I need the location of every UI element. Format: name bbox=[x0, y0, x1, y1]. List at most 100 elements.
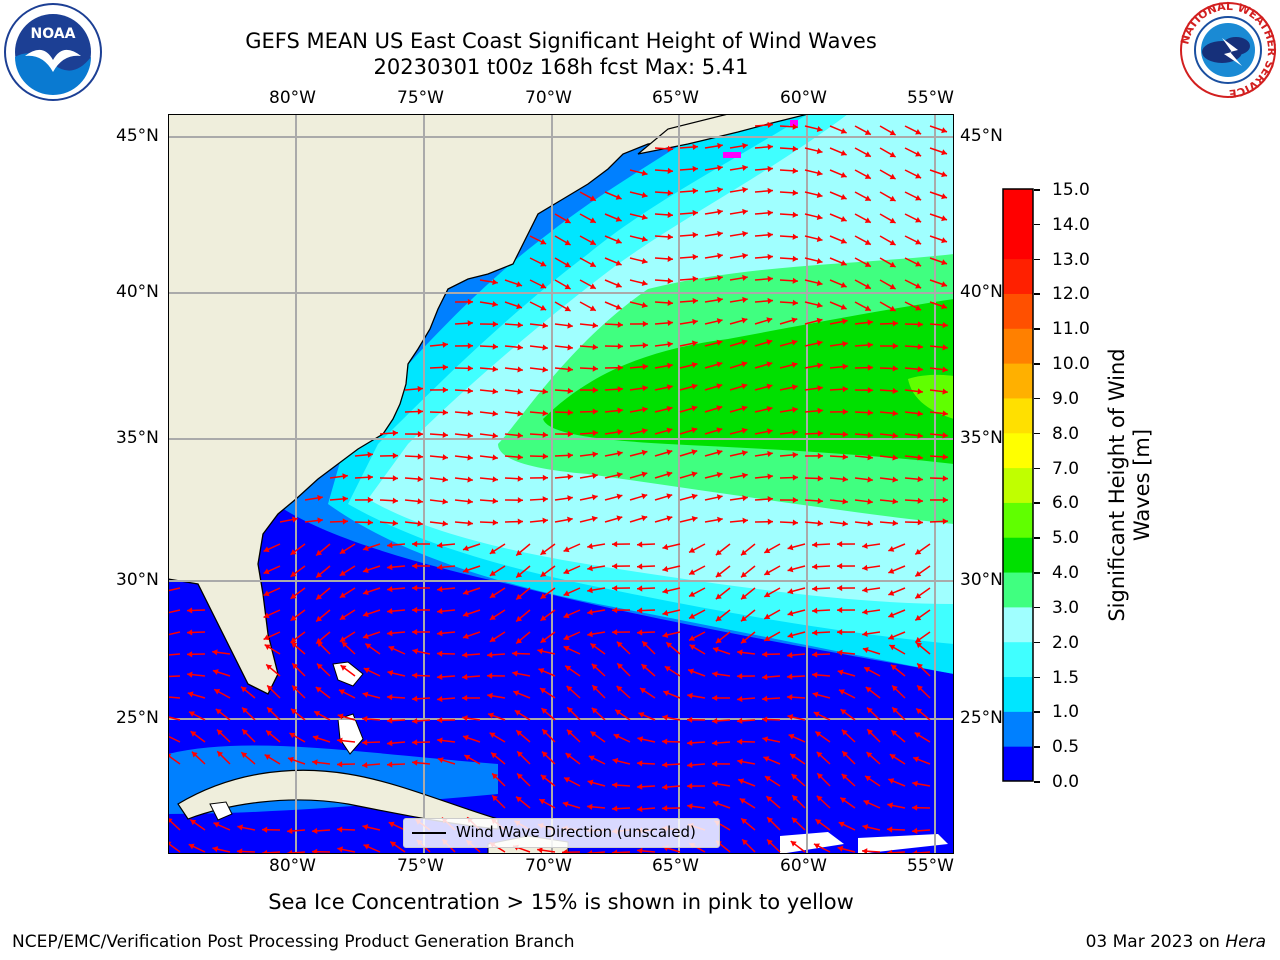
colorbar-segment bbox=[1003, 432, 1033, 469]
wave-direction-arrow bbox=[529, 517, 548, 524]
wave-direction-arrow bbox=[504, 344, 523, 351]
wave-direction-arrow bbox=[854, 301, 872, 312]
wave-direction-arrow bbox=[641, 640, 656, 655]
wave-direction-arrow bbox=[704, 449, 723, 457]
wave-direction-arrow bbox=[636, 629, 656, 636]
wave-direction-arrow bbox=[829, 301, 847, 310]
wave-direction-arrow bbox=[563, 631, 581, 641]
lon-tick-bottom-75: 75°W bbox=[397, 856, 444, 876]
wave-direction-arrow bbox=[411, 628, 431, 636]
wave-direction-arrow bbox=[604, 343, 624, 350]
wave-direction-arrow bbox=[679, 493, 698, 501]
colorbar-segment bbox=[1003, 293, 1033, 329]
wave-direction-arrow bbox=[511, 650, 531, 657]
wave-direction-arrow bbox=[916, 662, 931, 677]
wave-direction-arrow bbox=[704, 516, 723, 523]
wave-direction-arrow bbox=[879, 235, 896, 246]
wave-direction-arrow bbox=[904, 454, 923, 461]
wave-direction-arrow bbox=[363, 843, 381, 853]
wave-direction-arrow bbox=[763, 631, 781, 642]
wave-direction-arrow bbox=[740, 631, 756, 644]
wave-direction-arrow bbox=[740, 543, 756, 556]
wave-direction-arrow bbox=[241, 728, 256, 743]
wave-direction-arrow bbox=[911, 827, 931, 834]
wave-direction-arrow bbox=[336, 826, 356, 833]
wave-direction-arrow bbox=[613, 733, 631, 743]
colorbar-segment bbox=[1003, 328, 1033, 364]
wave-direction-arrow bbox=[554, 516, 573, 523]
colorbar-tick: 12.0 bbox=[1052, 284, 1090, 305]
wave-direction-arrow bbox=[729, 186, 748, 193]
wave-direction-arrow bbox=[829, 318, 848, 325]
wave-direction-arrow bbox=[541, 728, 556, 743]
wave-direction-arrow bbox=[614, 709, 631, 721]
wave-direction-arrow bbox=[804, 147, 823, 155]
wave-direction-arrow bbox=[388, 645, 406, 655]
wave-direction-arrow bbox=[479, 388, 498, 395]
wave-direction-arrow bbox=[715, 587, 731, 600]
wave-direction-arrow bbox=[929, 432, 948, 439]
wave-direction-arrow bbox=[704, 471, 723, 479]
wave-direction-arrow bbox=[829, 498, 848, 505]
wave-direction-arrow bbox=[437, 757, 456, 765]
wave-direction-arrow bbox=[654, 384, 673, 391]
wave-direction-arrow bbox=[654, 493, 673, 501]
wave-direction-arrow bbox=[529, 301, 547, 311]
wave-direction-arrow bbox=[888, 631, 906, 640]
wave-direction-arrow bbox=[462, 565, 481, 574]
wave-direction-arrow bbox=[816, 751, 831, 765]
wave-direction-arrow bbox=[263, 631, 281, 641]
wave-direction-arrow bbox=[404, 520, 423, 527]
wave-direction-arrow bbox=[290, 565, 306, 578]
wave-direction-arrow bbox=[754, 231, 774, 239]
wave-direction-arrow bbox=[636, 541, 656, 548]
wave-direction-arrow bbox=[763, 543, 781, 554]
wave-direction-arrow bbox=[362, 587, 381, 596]
wave-direction-arrow bbox=[704, 361, 723, 369]
wave-direction-arrow bbox=[829, 340, 848, 348]
wave-direction-arrow bbox=[629, 363, 648, 370]
wave-direction-arrow bbox=[554, 452, 574, 459]
wave-direction-arrow bbox=[904, 125, 922, 135]
wave-direction-arrow bbox=[929, 257, 948, 266]
lon-tick-bottom-65: 65°W bbox=[652, 856, 699, 876]
wave-direction-arrow bbox=[462, 587, 481, 596]
wave-direction-arrow bbox=[929, 453, 949, 460]
wave-direction-arrow bbox=[791, 794, 806, 809]
wave-direction-arrow bbox=[836, 606, 856, 614]
wave-direction-arrow bbox=[779, 361, 798, 369]
wave-direction-arrow bbox=[689, 644, 706, 655]
wave-direction-arrow bbox=[766, 816, 781, 831]
wave-direction-arrow bbox=[189, 819, 206, 831]
wave-direction-arrow bbox=[386, 694, 406, 701]
wave-direction-arrow bbox=[486, 651, 506, 659]
wave-direction-arrow bbox=[679, 383, 698, 391]
wave-direction-arrow bbox=[879, 279, 896, 290]
wave-direction-arrow bbox=[836, 584, 856, 592]
wave-direction-arrow bbox=[411, 584, 431, 592]
wave-direction-arrow bbox=[679, 297, 699, 305]
wave-direction-arrow bbox=[515, 729, 531, 743]
wave-direction-arrow bbox=[212, 669, 231, 677]
wave-direction-arrow bbox=[704, 427, 723, 435]
wave-direction-arrow bbox=[388, 821, 406, 831]
wave-direction-arrow bbox=[587, 543, 606, 550]
wave-direction-arrow bbox=[866, 751, 881, 765]
wave-direction-arrow bbox=[812, 691, 831, 699]
wave-direction-arrow bbox=[662, 714, 681, 721]
colorbar-segment bbox=[1003, 189, 1033, 225]
wave-direction-arrow bbox=[679, 231, 699, 239]
wave-direction-arrow bbox=[754, 361, 773, 369]
wave-direction-arrow bbox=[404, 408, 424, 415]
colorbar-tick: 8.0 bbox=[1052, 423, 1080, 444]
wave-direction-arrow bbox=[754, 383, 773, 391]
wave-direction-arrow bbox=[629, 428, 648, 435]
wave-direction-arrow bbox=[339, 587, 356, 599]
wave-direction-arrow bbox=[838, 821, 856, 831]
wave-direction-arrow bbox=[611, 563, 631, 570]
wave-direction-arrow bbox=[740, 587, 756, 600]
wave-direction-arrow bbox=[654, 515, 673, 523]
wave-direction-arrow bbox=[837, 669, 856, 677]
wave-direction-arrow bbox=[904, 147, 922, 157]
wave-direction-arrow bbox=[729, 164, 748, 171]
